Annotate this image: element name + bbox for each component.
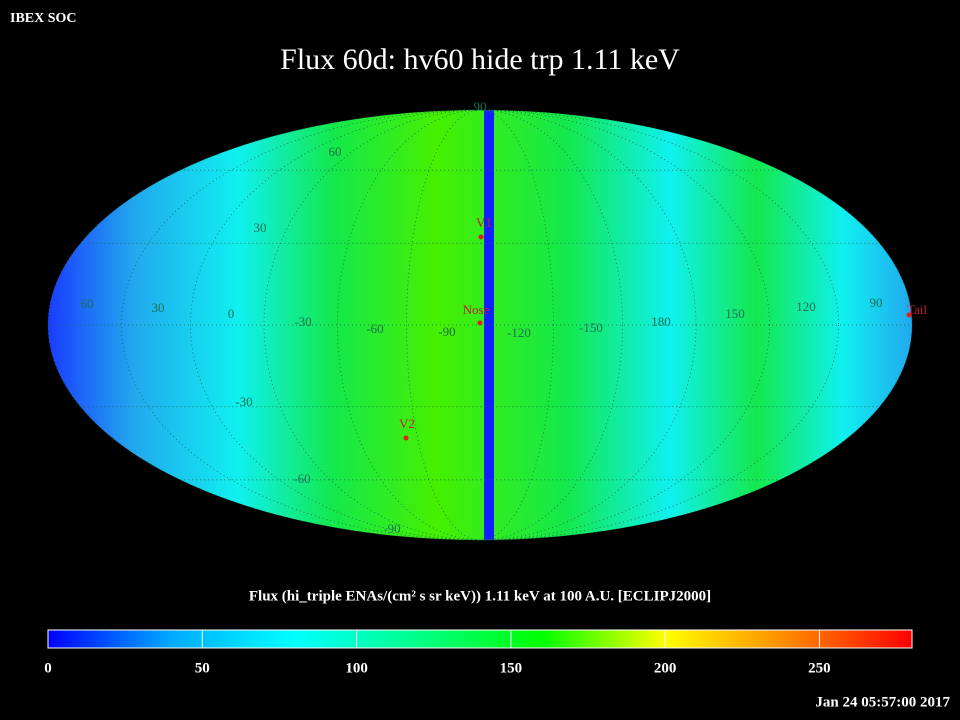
marker-label: Tail — [907, 302, 927, 317]
timestamp: Jan 24 05:57:00 2017 — [815, 694, 950, 710]
longitude-label: -120 — [507, 325, 531, 340]
colorbar-tick-label: 150 — [500, 660, 523, 676]
marker-label: V1 — [476, 215, 492, 230]
colorbar-tick-label: 0 — [44, 660, 52, 676]
longitude-label: -90 — [438, 324, 455, 339]
colorbar — [47, 629, 913, 649]
longitude-label: 60 — [81, 296, 94, 311]
longitude-label: 120 — [796, 299, 816, 314]
colorbar-tick-label: 250 — [808, 660, 831, 676]
colorbar-tick-label: 200 — [654, 660, 677, 676]
marker-dot — [906, 312, 912, 318]
source: IBEX SOC — [10, 11, 77, 26]
longitude-label: 180 — [651, 314, 671, 329]
longitude-label: -150 — [579, 320, 603, 335]
colorbar-tick-label: 50 — [195, 660, 210, 676]
latitude-label: 30 — [254, 220, 267, 235]
longitude-label: 0 — [228, 306, 235, 321]
longitude-label: -60 — [366, 321, 383, 336]
latitude-label: -90 — [383, 521, 400, 536]
latitude-label: -60 — [293, 471, 310, 486]
colorbar-label: Flux (hi_triple ENAs/(cm² s sr keV)) 1.1… — [249, 588, 711, 604]
title: Flux 60d: hv60 hide trp 1.11 keV — [280, 43, 680, 76]
meridian — [190, 109, 770, 541]
marker-label: V2 — [399, 416, 415, 431]
map-grid — [47, 109, 913, 541]
marker-label: Nose — [463, 302, 490, 317]
marker-dot — [403, 435, 409, 441]
longitude-label: 90 — [870, 295, 883, 310]
longitude-label: 30 — [152, 300, 165, 315]
longitude-label: 150 — [725, 306, 745, 321]
meridian — [121, 109, 839, 541]
longitude-label: -30 — [294, 314, 311, 329]
marker-dot — [477, 320, 483, 326]
colorbar-tick-label: 100 — [345, 660, 368, 676]
latitude-label: 60 — [329, 144, 342, 159]
latitude-label: -30 — [235, 394, 252, 409]
marker-dot — [478, 234, 484, 240]
latitude-label: 90 — [474, 99, 487, 114]
meridian — [337, 109, 623, 541]
